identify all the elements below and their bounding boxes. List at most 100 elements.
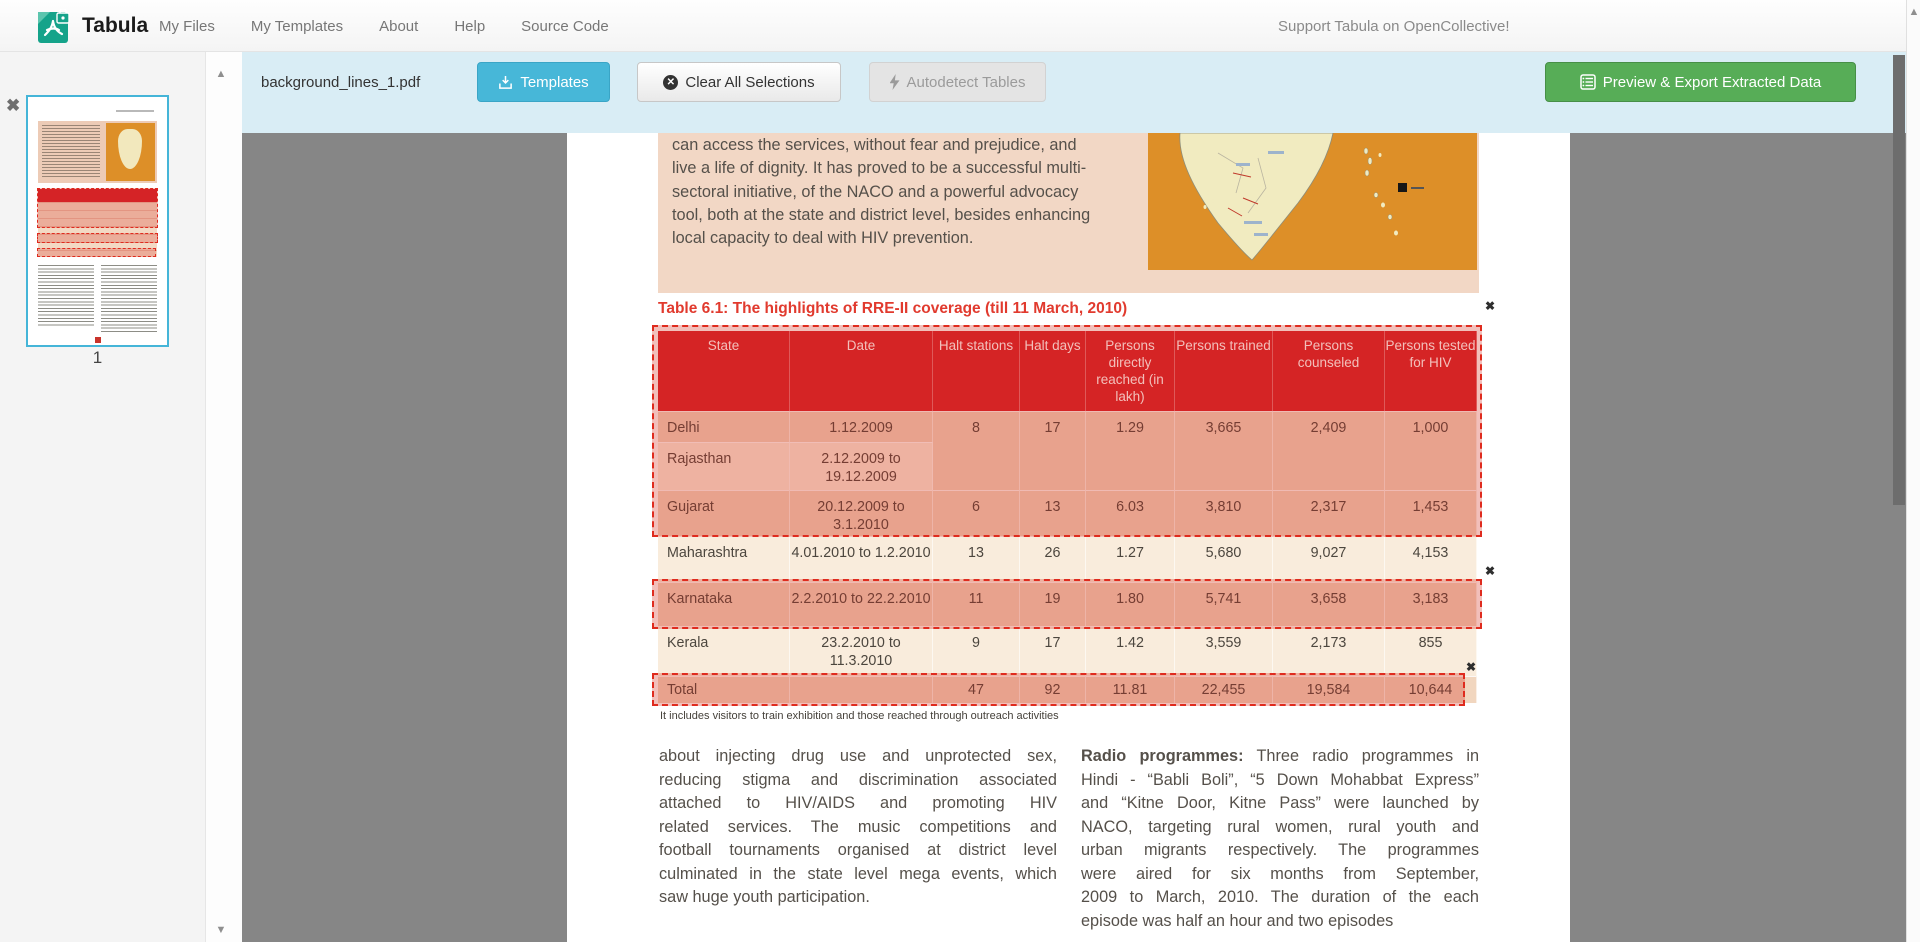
document-filename: background_lines_1.pdf xyxy=(261,74,421,91)
text-line: can access the services, without fear an… xyxy=(672,136,1077,154)
remove-selection-3-button[interactable]: ✖ xyxy=(1465,660,1477,674)
page-thumbnail[interactable] xyxy=(26,95,169,347)
navbar: Tabula My Files My Templates About Help … xyxy=(0,0,1920,52)
pdf-page[interactable]: can access the services, without fear an… xyxy=(567,133,1570,942)
text-line: Radio programmes: Three radio programmes… xyxy=(1081,747,1479,765)
table-cell: 4.01.2010 to 1.2.2010 xyxy=(790,536,933,582)
table-cell: 20.12.2009 to 3.1.2010 xyxy=(790,490,933,536)
text-line: local capacity to deal with HIV preventi… xyxy=(672,229,974,248)
remove-page-icon[interactable]: ✖ xyxy=(6,96,21,115)
export-button-label: Preview & Export Extracted Data xyxy=(1602,73,1822,91)
table-cell: 2,173 xyxy=(1273,626,1385,676)
intro-paragraph: can access the services, without fear an… xyxy=(672,134,1090,250)
support-link[interactable]: Support Tabula on OpenCollective! xyxy=(1278,17,1510,35)
text-line: and “Kitne Door, Kitne Pass” were launch… xyxy=(1081,794,1479,812)
templates-button[interactable]: Templates xyxy=(477,62,610,102)
nav-item-about[interactable]: About xyxy=(379,17,419,35)
table-header-cell: Persons counseled xyxy=(1273,331,1385,411)
table-cell: Delhi xyxy=(658,411,790,442)
table-cell xyxy=(1385,442,1477,490)
table-header-cell: Persons directly reached (in lakh) xyxy=(1086,331,1175,411)
thumb-left-column xyxy=(38,265,94,327)
table-cell xyxy=(1086,442,1175,490)
nav-item-help[interactable]: Help xyxy=(454,17,486,35)
text-line: NACO, targeting rural women, rural youth… xyxy=(1081,817,1479,836)
table-cell: 3,559 xyxy=(1175,626,1273,676)
table-footnote: It includes visitors to train exhibition… xyxy=(660,710,1059,722)
table-cell: 1.80 xyxy=(1086,582,1175,626)
toolbar: background_lines_1.pdf Templates ✕ Clear… xyxy=(242,52,1906,133)
window-scrollbar[interactable]: ▲ xyxy=(1906,0,1920,942)
table-header-cell: Halt days xyxy=(1020,331,1086,411)
viewer-scrollbar-thumb[interactable] xyxy=(1893,55,1905,505)
text-line: Hindi - “Babli Boli”, “5 Down Mohabbat E… xyxy=(1081,770,1479,789)
table-cell: 2.2.2010 to 22.2.2010 xyxy=(790,582,933,626)
flash-icon xyxy=(889,74,900,90)
thumb-table-rows xyxy=(38,202,157,257)
text-line: attached to HIV/AIDS and promoting HIV xyxy=(659,794,1057,812)
table-selection-2[interactable] xyxy=(652,579,1482,629)
remove-selection-1-button[interactable]: ✖ xyxy=(1484,299,1496,313)
table-cell xyxy=(790,676,933,703)
table-header-cell: Date xyxy=(790,331,933,411)
table-cell: 17 xyxy=(1020,626,1086,676)
text-line: were aired for six months from September… xyxy=(1081,864,1479,883)
left-column-paragraph: about injecting drug use and unprotected… xyxy=(659,745,1057,910)
table-cell: 23.2.2010 to 11.3.2010 xyxy=(790,626,933,676)
remove-selection-2-button[interactable]: ✖ xyxy=(1484,564,1496,578)
table-selection-3[interactable] xyxy=(652,673,1465,706)
table-cell: 3,665 xyxy=(1175,411,1273,442)
table-cell: 92 xyxy=(1020,676,1086,703)
nav-item-source-code[interactable]: Source Code xyxy=(521,17,609,35)
window-scroll-up-icon[interactable]: ▲ xyxy=(1908,6,1920,18)
sidebar-scroll-up-icon[interactable]: ▲ xyxy=(215,68,227,80)
table-header-cell: Persons trained xyxy=(1175,331,1273,411)
thumbnail-page-number: 1 xyxy=(92,348,103,367)
autodetect-tables-button[interactable]: Autodetect Tables xyxy=(869,62,1046,102)
nav-item-my-files[interactable]: My Files xyxy=(159,17,215,35)
thumb-right-column xyxy=(101,265,157,332)
table-cell: 1.27 xyxy=(1086,536,1175,582)
thumb-page-badge xyxy=(95,337,101,343)
table-cell: 9,027 xyxy=(1273,536,1385,582)
table-cell: 3,658 xyxy=(1273,582,1385,626)
nav-item-my-templates[interactable]: My Templates xyxy=(250,17,344,35)
table-cell xyxy=(933,442,1020,490)
table-cell: 4,153 xyxy=(1385,536,1477,582)
table-cell: Rajasthan xyxy=(658,442,790,490)
table-title: Table 6.1: The highlights of RRE-II cove… xyxy=(658,300,1128,317)
table-header-cell: Halt stations xyxy=(933,331,1020,411)
text-line: about injecting drug use and unprotected… xyxy=(659,747,1057,765)
table-cell: 3,183 xyxy=(1385,582,1477,626)
table-cell: 10,644 xyxy=(1385,676,1477,703)
table-cell: 1,453 xyxy=(1385,490,1477,536)
table-cell: 1.12.2009 xyxy=(790,411,933,442)
thumb-header-line xyxy=(116,110,154,112)
text-line: saw huge youth participation. xyxy=(659,888,870,906)
table-cell: 6.03 xyxy=(1086,490,1175,536)
preview-export-button[interactable]: Preview & Export Extracted Data xyxy=(1545,62,1856,102)
sidebar-scrollbar[interactable]: ▲ ▼ xyxy=(206,52,242,942)
pdf-viewer[interactable]: can access the services, without fear an… xyxy=(242,133,1906,942)
table-cell: 9 xyxy=(933,626,1020,676)
table-cell: 1.29 xyxy=(1086,411,1175,442)
clear-all-selections-button[interactable]: ✕ Clear All Selections xyxy=(637,62,841,102)
table-header-cell: Persons tested for HIV xyxy=(1385,331,1477,411)
table-cell: 13 xyxy=(933,536,1020,582)
table-selection-1[interactable] xyxy=(652,325,1482,537)
text-line: related services. The music competitions… xyxy=(659,817,1057,836)
table-cell xyxy=(1175,442,1273,490)
autodetect-button-label: Autodetect Tables xyxy=(906,73,1026,91)
table-cell: 26 xyxy=(1020,536,1086,582)
table-cell: 1.42 xyxy=(1086,626,1175,676)
sidebar-scroll-down-icon[interactable]: ▼ xyxy=(215,924,227,936)
table-cell: 11.81 xyxy=(1086,676,1175,703)
templates-button-label: Templates xyxy=(520,73,589,91)
clear-button-label: Clear All Selections xyxy=(685,73,815,91)
table-cell: 8 xyxy=(933,411,1020,442)
table-cell: Karnataka xyxy=(658,582,790,626)
table-cell: Total xyxy=(658,676,790,703)
table-cell: 3,810 xyxy=(1175,490,1273,536)
brand[interactable]: Tabula xyxy=(38,9,148,43)
